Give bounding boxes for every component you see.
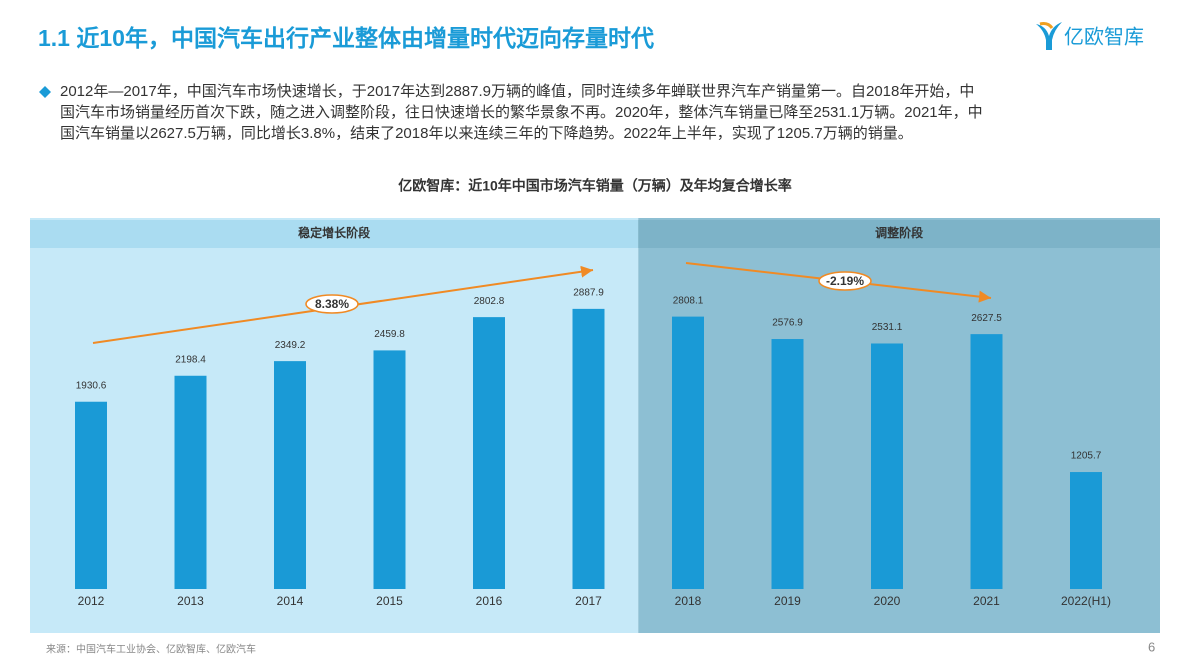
chart-title: 亿欧智库：近10年中国市场汽车销量（万辆）及年均复合增长率: [398, 178, 792, 194]
bar: [174, 375, 207, 589]
bar: [274, 361, 306, 589]
bar: [572, 308, 605, 589]
value-label: 2576.9: [772, 318, 803, 329]
bullet: [39, 86, 51, 98]
x-tick-label: 2017: [575, 594, 602, 608]
value-label: 2802.8: [474, 296, 505, 307]
value-label: 2459.8: [374, 329, 405, 340]
phase-header: [30, 220, 639, 248]
x-tick-label: 2022(H1): [1061, 594, 1111, 608]
value-label: 1930.6: [76, 380, 107, 391]
bar: [373, 350, 406, 589]
x-tick-label: 2019: [774, 594, 801, 608]
body-line: 国汽车市场销量经历首次下跌，随之进入调整阶段，往日快速增长的繁华景象不再。202…: [60, 104, 983, 121]
phase-label: 调整阶段: [875, 225, 924, 240]
x-tick-label: 2018: [675, 594, 702, 608]
value-label: 2887.9: [573, 288, 604, 299]
body-line: 2012年—2017年，中国汽车市场快速增长，于2017年达到2887.9万辆的…: [60, 82, 974, 100]
x-tick-label: 2021: [973, 594, 1000, 608]
logo-text: 亿欧智库: [1064, 25, 1144, 48]
logo: 亿欧智库: [1036, 22, 1144, 50]
bar: [75, 401, 107, 589]
annotation-badge: [818, 271, 872, 291]
bar: [672, 316, 704, 589]
x-tick-label: 2020: [874, 594, 901, 608]
bar: [871, 343, 903, 589]
bar: [771, 339, 804, 589]
x-tick-label: 2013: [177, 594, 204, 608]
body-line: 国汽车销量以2627.5万辆，同比增长3.8%，结束了2018年以来连续三年的下…: [60, 125, 913, 142]
value-label: 1205.7: [1071, 451, 1102, 462]
logo-accent: [1039, 22, 1054, 29]
annotation-badge: [305, 294, 359, 314]
x-tick-label: 2016: [476, 594, 503, 608]
source: 来源：中国汽车工业协会、亿欧智库、亿欧汽车: [46, 643, 256, 656]
phase-label: 稳定增长阶段: [298, 225, 371, 240]
x-tick-label: 2014: [277, 594, 304, 608]
chart: 稳定增长阶段 调整阶段 1930.6 2012 2198.4 2013 2349.2 2014…: [30, 218, 1160, 633]
value-label: 2627.5: [971, 313, 1002, 324]
value-label: 2349.2: [275, 340, 306, 351]
bar: [970, 334, 1003, 589]
bar: [1070, 472, 1102, 589]
value-label: 2808.1: [673, 295, 704, 306]
page-number: 6: [1148, 639, 1155, 654]
annotation: -2.19%: [826, 274, 864, 288]
x-tick-label: 2012: [78, 594, 105, 608]
phase-background: [30, 218, 639, 633]
value-label: 2198.4: [175, 354, 206, 365]
slide-title: 1.1 近10年，中国汽车出行产业整体由增量时代迈向存量时代: [38, 25, 654, 51]
annotation: 8.38%: [315, 297, 349, 311]
value-label: 2531.1: [872, 322, 903, 333]
phase-header: [638, 220, 1160, 248]
bar: [473, 317, 505, 589]
x-tick-label: 2015: [376, 594, 403, 608]
logo-icon: [1036, 22, 1062, 50]
